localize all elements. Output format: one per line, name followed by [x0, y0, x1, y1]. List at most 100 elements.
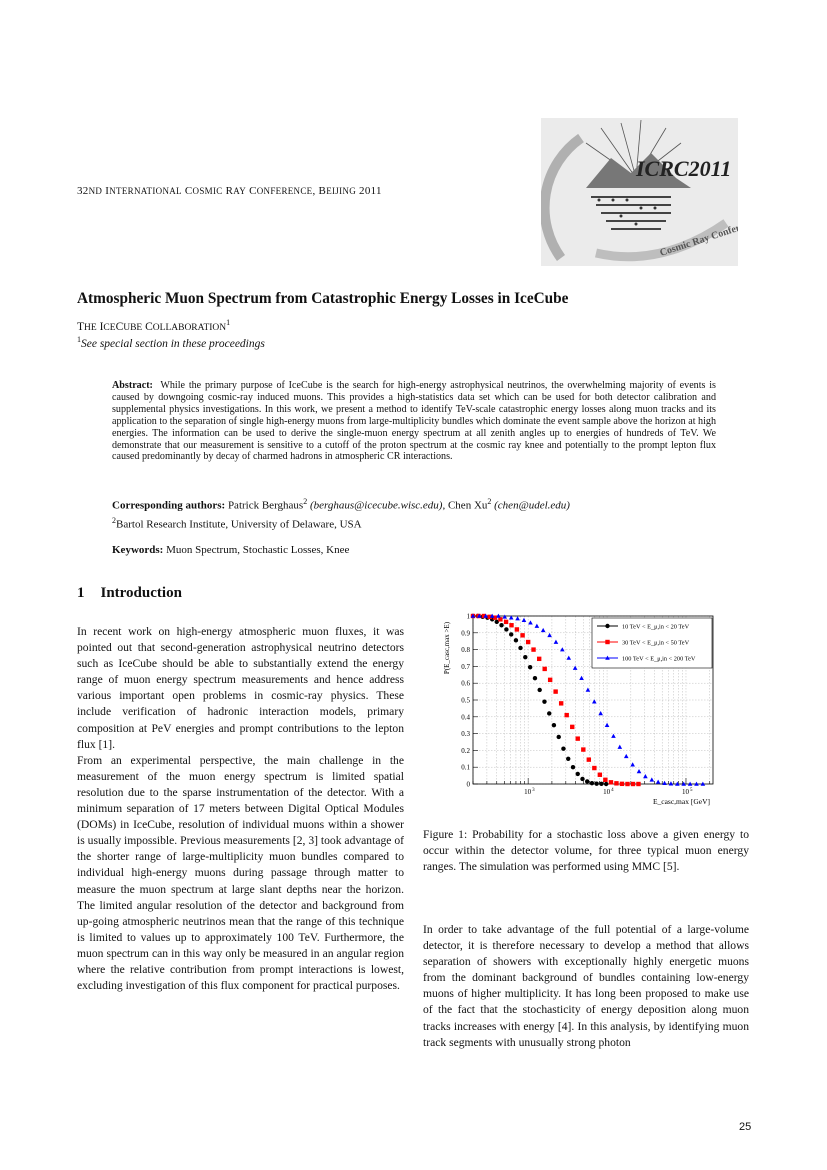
y-tick-label: 0.5: [461, 697, 470, 705]
x-tick-exponent: 4: [611, 788, 614, 793]
data-point: [547, 677, 553, 683]
data-point: [662, 780, 667, 785]
data-point: [681, 781, 687, 786]
paragraph: In recent work on high-energy atmospheri…: [77, 625, 404, 751]
data-point: [575, 736, 580, 741]
data-point: [614, 781, 619, 786]
y-tick-label: 0.6: [461, 680, 470, 688]
data-point: [636, 781, 641, 787]
header-part: C: [184, 185, 193, 197]
data-point: [528, 620, 533, 625]
data-point: [630, 762, 635, 767]
data-point: [564, 712, 569, 718]
author-part: T: [77, 320, 85, 333]
data-point: [551, 723, 557, 728]
data-point: [580, 776, 585, 782]
data-point: [604, 722, 610, 727]
data-point: [502, 614, 508, 619]
data-point: [508, 615, 514, 620]
legend-marker: [605, 623, 610, 629]
corr-label: Corresponding authors:: [112, 499, 226, 512]
data-point: [611, 733, 616, 738]
data-point: [470, 613, 476, 618]
y-tick-label: 0.9: [461, 629, 470, 637]
data-point: [592, 699, 597, 704]
data-point: [575, 771, 580, 777]
author-part: C: [115, 320, 124, 333]
data-point: [542, 666, 547, 672]
section-title: Introduction: [100, 585, 182, 601]
data-point: [494, 619, 499, 625]
data-point: [636, 769, 642, 774]
data-point: [675, 781, 680, 786]
data-point: [503, 619, 509, 625]
x-tick-label: 10: [682, 788, 690, 796]
data-point: [556, 734, 561, 740]
data-point: [534, 623, 540, 628]
affil-sup: 1: [77, 335, 81, 344]
x-tick-exponent: 5: [690, 788, 693, 793]
header-part: I: [105, 185, 110, 197]
icrc-logo: ICRC2011 Cosmic Ray Conference: [539, 118, 760, 266]
data-point: [597, 772, 603, 777]
data-point: [521, 617, 527, 622]
keywords: Keywords: Muon Spectrum, Stochastic Loss…: [112, 544, 349, 556]
data-point: [520, 633, 525, 638]
y-axis-label: P(E_casc,max >E): [443, 621, 451, 674]
header-part: ONFERENCE: [256, 186, 313, 196]
data-point: [655, 779, 661, 784]
data-point: [558, 701, 564, 706]
data-point: [498, 617, 503, 622]
y-tick-label: 0.4: [461, 713, 470, 721]
corr-email[interactable]: (chen@udel.edu): [494, 499, 570, 512]
y-tick-label: 0.3: [461, 730, 470, 738]
data-point: [553, 689, 558, 694]
bartol-text: Bartol Research Institute, University of…: [116, 518, 362, 531]
data-point: [592, 765, 597, 771]
header-part: NTERNATIONAL: [109, 186, 182, 196]
y-tick-label: 0.7: [461, 663, 470, 671]
data-point: [496, 613, 501, 618]
data-point: [537, 687, 542, 693]
data-point: [515, 616, 520, 621]
corr-email[interactable]: (berghaus@icecube.wisc.edu): [309, 499, 443, 512]
data-point: [523, 654, 528, 660]
abstract-text: While the primary purpose of IceCube is …: [112, 380, 716, 463]
right-column: In order to take advantage of the full p…: [423, 922, 749, 1051]
header-part: ND: [88, 186, 103, 196]
author-line: THE ICECUBE COLLABORATION1: [77, 318, 230, 333]
data-point: [504, 627, 509, 632]
data-point: [540, 627, 546, 633]
author-sup: 1: [226, 318, 231, 327]
legend-label: 30 TeV < E_μ,in < 50 TeV: [622, 640, 690, 647]
data-point: [499, 623, 504, 628]
corr-sup: 2: [303, 497, 308, 506]
data-point: [589, 780, 595, 786]
data-point: [509, 632, 514, 637]
data-point: [643, 774, 648, 779]
corr-sup: 2: [487, 497, 492, 506]
data-point: [532, 675, 538, 681]
header-part: OSMIC: [192, 186, 223, 196]
corr-name: , Chen Xu: [442, 499, 488, 512]
legend-label: 10 TeV < E_μ,in < 20 TeV: [622, 624, 690, 631]
data-point: [547, 632, 552, 638]
conference-header: 32ND INTERNATIONAL COSMIC RAY CONFERENCE…: [77, 185, 382, 197]
header-part: R: [225, 185, 234, 197]
legend-marker: [605, 655, 610, 660]
chart-svg: 00.10.20.30.40.50.60.70.80.91 10 3 10 4 10 5 …: [443, 613, 714, 806]
institute-affiliation: 2Bartol Research Institute, University o…: [112, 516, 362, 531]
data-point: [514, 627, 520, 632]
section-number: 1: [77, 585, 85, 601]
left-column: In recent work on high-energy atmospheri…: [77, 624, 404, 994]
data-point: [527, 665, 533, 670]
y-tick-label: 0.8: [461, 646, 470, 654]
data-point: [625, 781, 630, 787]
data-point: [687, 781, 693, 786]
keywords-text: Muon Spectrum, Stochastic Losses, Knee: [166, 544, 350, 556]
data-point: [489, 613, 495, 618]
author-part: UBE: [123, 322, 143, 333]
data-point: [542, 699, 547, 704]
data-point: [553, 639, 559, 644]
x-tick-label: 10: [524, 788, 532, 796]
